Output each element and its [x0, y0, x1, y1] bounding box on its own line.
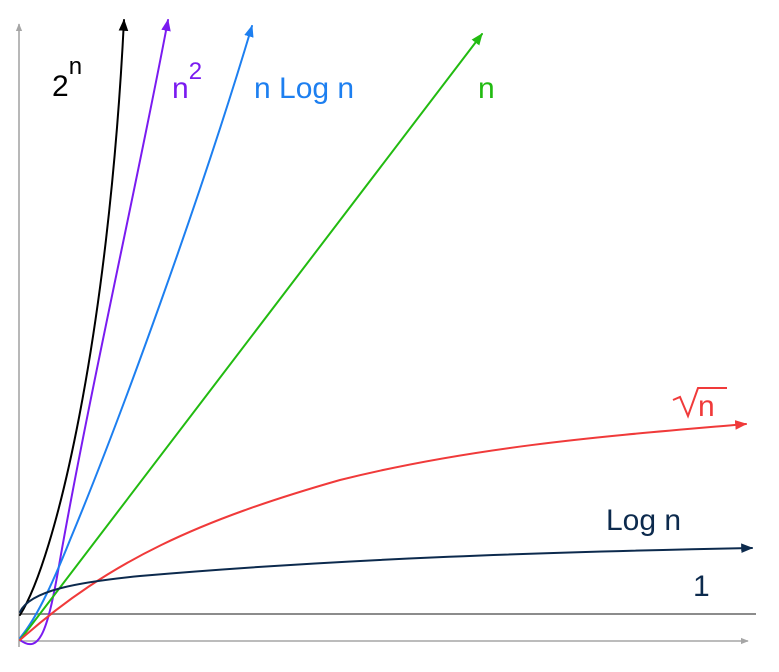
label-square-root-radicand: n [698, 390, 715, 423]
label-quadratic: n2 [172, 58, 202, 105]
label-linear: n [478, 72, 495, 105]
series-curves [19, 18, 754, 646]
label-constant: 1 [693, 570, 710, 603]
label-square-root: n [672, 387, 727, 423]
label-logarithmic: Log n [606, 504, 681, 537]
label-quadratic-base: n [172, 72, 189, 105]
series-line-exponential [19, 18, 129, 616]
series-line-logarithmic [19, 543, 754, 613]
series-line-square-root [19, 420, 748, 641]
label-linearithmic: n Log n [254, 72, 354, 105]
series-line-quadratic [19, 18, 171, 646]
label-quadratic-sup: 2 [189, 58, 202, 85]
series-line-linearithmic [19, 24, 254, 639]
radical-sign-icon [672, 387, 727, 419]
label-exponential-base: 2 [52, 70, 69, 103]
label-exponential: 2n [52, 53, 82, 103]
series-line-linear [19, 33, 483, 641]
label-exponential-sup: n [69, 53, 82, 80]
